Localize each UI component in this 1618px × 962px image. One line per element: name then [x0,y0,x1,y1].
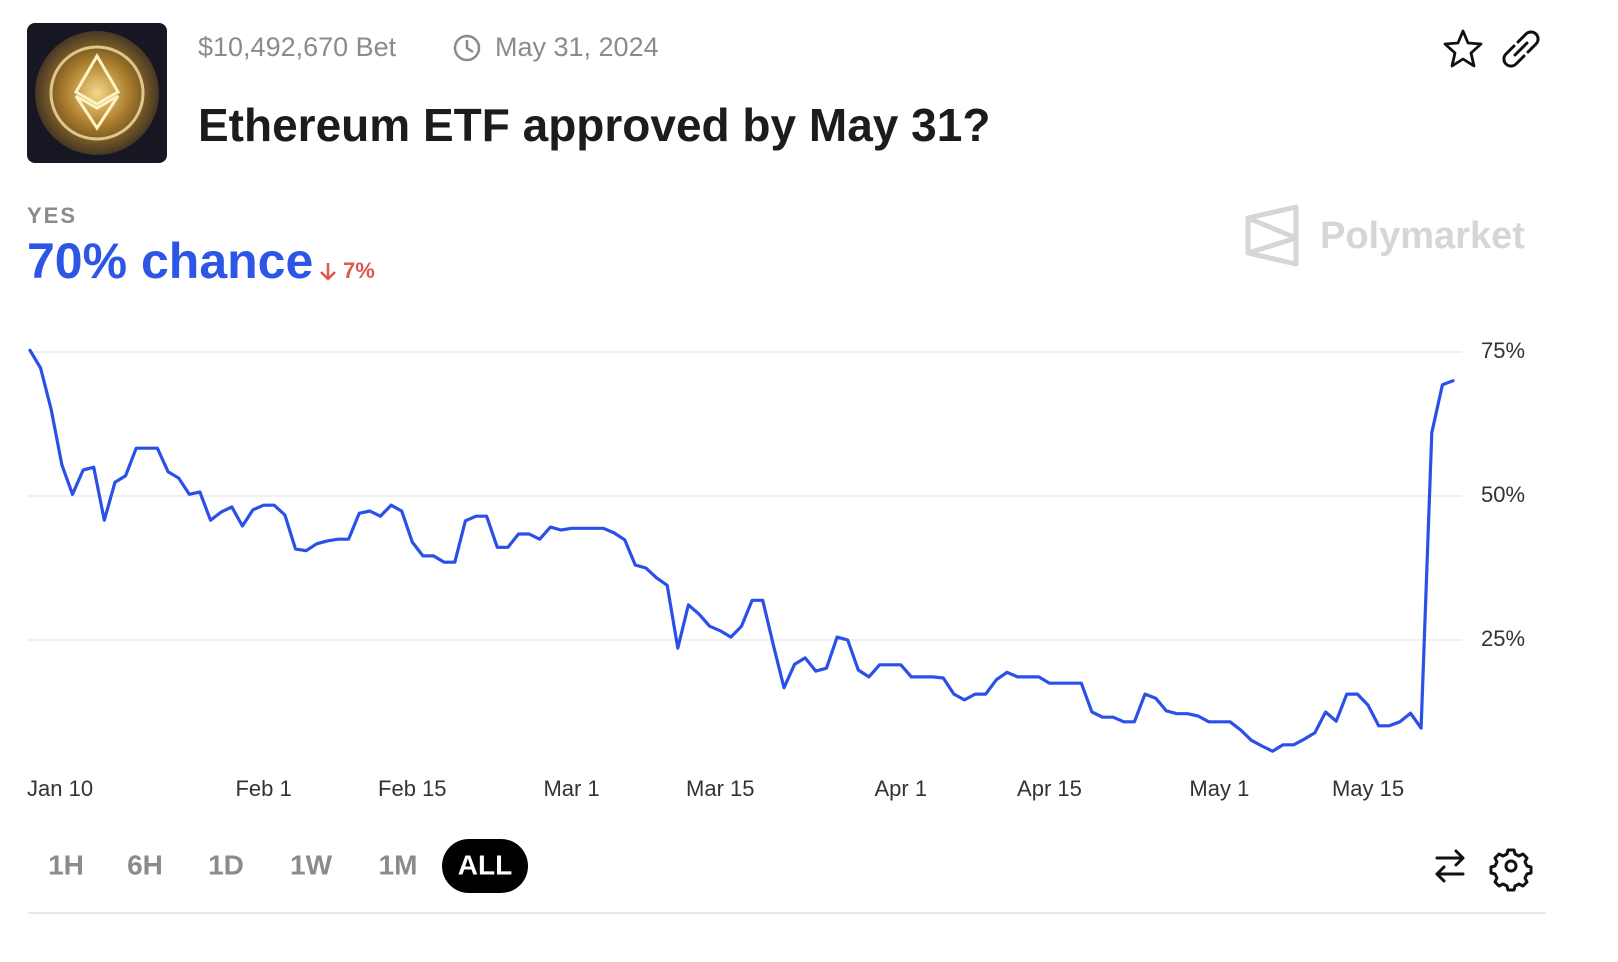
x-tick-label: Jan 10 [27,776,93,801]
range-button[interactable]: 1D [208,849,244,880]
star-button[interactable] [1443,29,1483,68]
x-tick-label: Feb 1 [235,776,291,801]
outcome-label: YES [27,203,77,228]
y-tick-label: 75% [1481,338,1525,363]
range-buttons: 1H 6H 1D 1W 1M ALL [48,839,528,893]
range-button[interactable]: 1H [48,849,84,880]
clock-icon [453,34,481,62]
outcome-chance: 70% chance [27,233,313,289]
market-image [27,23,167,163]
settings-button[interactable] [1489,848,1533,892]
end-date: May 31, 2024 [495,32,659,62]
outcome-change: 7% [343,258,375,283]
y-tick-label: 50% [1481,482,1525,507]
x-tick-label: May 15 [1332,776,1404,801]
price-line [28,348,1455,753]
x-tick-label: Feb 15 [378,776,447,801]
x-tick-label: Mar 1 [543,776,599,801]
x-tick-label: May 1 [1189,776,1249,801]
market-title: Ethereum ETF approved by May 31? [198,99,990,151]
y-tick-label: 25% [1481,626,1525,651]
volume: $10,492,670 Bet [198,32,397,62]
brand-logo [1245,204,1299,267]
brand-name: Polymarket [1320,215,1525,257]
range-button[interactable]: 1W [290,849,333,880]
x-tick-label: Apr 1 [874,776,927,801]
price-chart: 25% 50% 75% Jan 10 Feb 1 Feb 15 Mar 1 Mar 15 Apr… [27,338,1525,801]
x-tick-label: Mar 15 [686,776,754,801]
link-button[interactable] [1502,30,1540,68]
swap-button[interactable] [1435,849,1465,883]
active-range-pill [442,839,528,893]
x-tick-label: Apr 15 [1017,776,1082,801]
down-arrow [320,263,336,281]
range-button[interactable]: ALL [458,849,512,880]
range-button[interactable]: 1M [379,849,418,880]
range-button[interactable]: 6H [127,849,163,880]
